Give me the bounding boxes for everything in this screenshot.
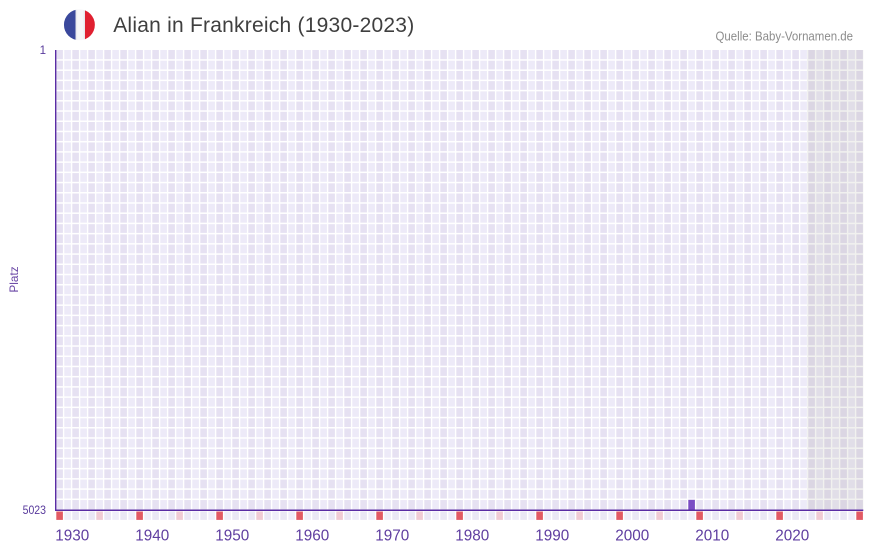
svg-text:Alian in Frankreich (1930-2023: Alian in Frankreich (1930-2023) <box>113 14 414 37</box>
svg-text:1970: 1970 <box>375 527 409 544</box>
svg-text:1990: 1990 <box>535 527 569 544</box>
svg-text:5023: 5023 <box>23 505 46 517</box>
svg-text:2000: 2000 <box>615 527 649 544</box>
svg-text:2010: 2010 <box>695 527 729 544</box>
svg-text:1930: 1930 <box>55 527 89 544</box>
svg-text:1980: 1980 <box>455 527 489 544</box>
svg-text:1940: 1940 <box>135 527 169 544</box>
svg-text:1: 1 <box>40 45 46 57</box>
svg-text:2020: 2020 <box>775 527 809 544</box>
svg-text:1960: 1960 <box>295 527 329 544</box>
svg-text:1950: 1950 <box>215 527 249 544</box>
svg-text:Platz: Platz <box>7 266 21 292</box>
svg-text:Quelle: Baby-Vornamen.de: Quelle: Baby-Vornamen.de <box>716 30 854 44</box>
